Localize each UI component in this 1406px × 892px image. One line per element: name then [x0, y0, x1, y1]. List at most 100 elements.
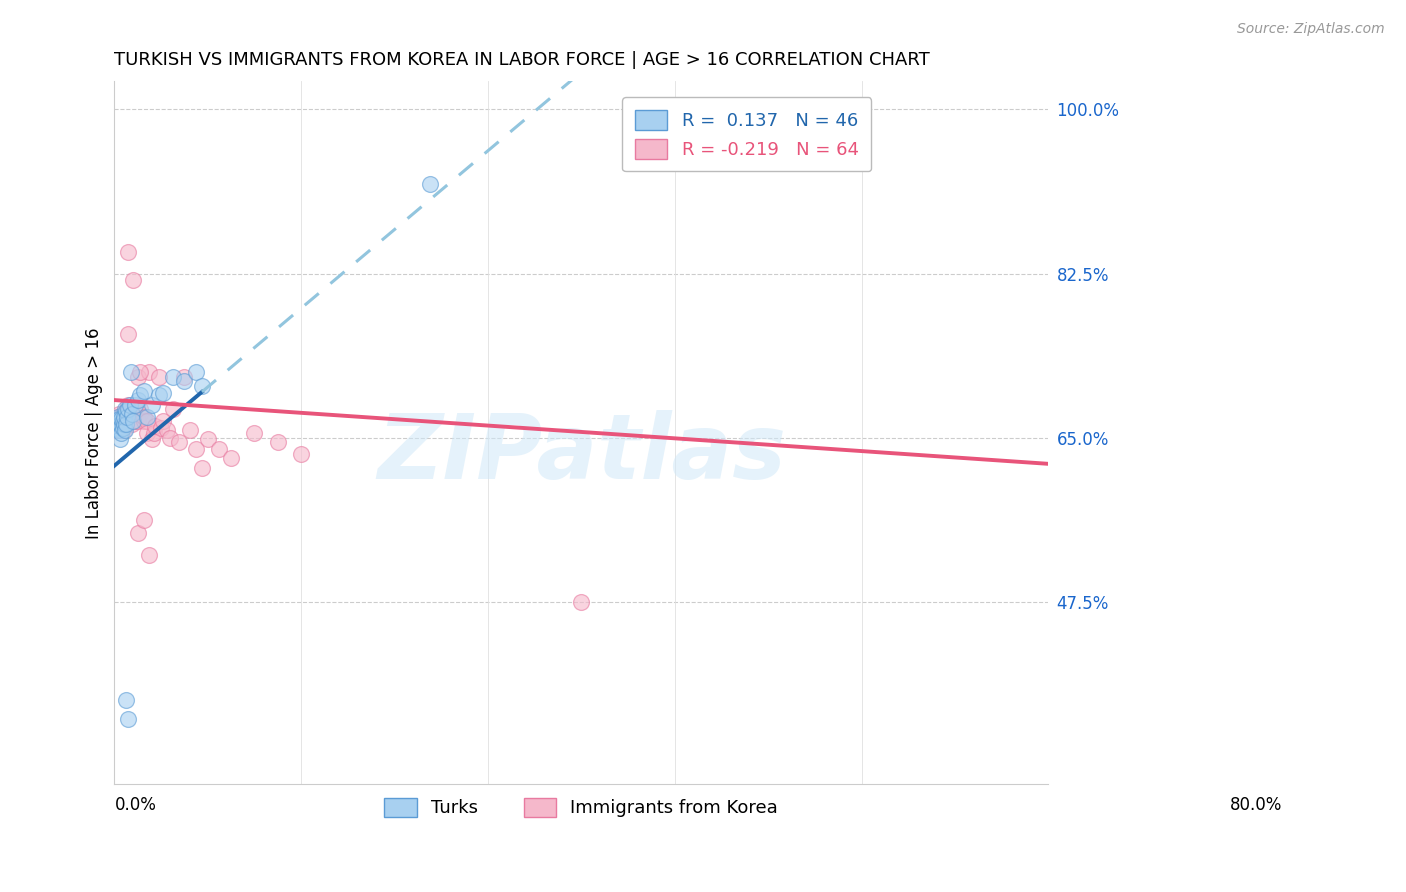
Point — [132, 409, 155, 424]
Point — [108, 418, 131, 433]
Point — [117, 244, 139, 259]
Point — [108, 412, 131, 426]
Point — [117, 398, 139, 412]
Point — [243, 425, 266, 440]
Text: Source: ZipAtlas.com: Source: ZipAtlas.com — [1237, 22, 1385, 37]
Point — [127, 526, 149, 541]
Point — [110, 423, 132, 437]
Point — [117, 402, 139, 417]
Point — [208, 442, 231, 456]
Point — [111, 421, 134, 435]
Point — [120, 409, 142, 424]
Point — [117, 412, 139, 426]
Point — [162, 402, 184, 417]
Point — [114, 402, 136, 417]
Point — [114, 423, 136, 437]
Point — [419, 178, 441, 192]
Point — [108, 407, 131, 421]
Point — [129, 407, 152, 421]
Point — [122, 273, 145, 287]
Point — [105, 414, 128, 428]
Text: 0.0%: 0.0% — [114, 796, 156, 814]
Point — [104, 423, 127, 437]
Point — [162, 369, 184, 384]
Point — [179, 423, 201, 437]
Point — [115, 693, 138, 707]
Point — [117, 327, 139, 342]
Point — [110, 433, 132, 447]
Point — [118, 398, 141, 412]
Point — [115, 404, 138, 418]
Point — [110, 419, 132, 434]
Point — [122, 414, 145, 428]
Point — [115, 417, 138, 431]
Point — [197, 433, 219, 447]
Point — [159, 431, 181, 445]
Point — [107, 414, 129, 428]
Point — [141, 433, 163, 447]
Point — [138, 548, 160, 562]
Point — [184, 442, 207, 456]
Point — [124, 402, 146, 417]
Point — [105, 417, 128, 431]
Point — [191, 460, 214, 475]
Point — [112, 414, 135, 428]
Point — [132, 414, 155, 428]
Point — [167, 435, 190, 450]
Point — [105, 409, 128, 424]
Point — [290, 447, 312, 461]
Point — [117, 409, 139, 424]
Point — [110, 414, 132, 428]
Point — [105, 419, 128, 434]
Point — [122, 407, 145, 421]
Point — [107, 423, 129, 437]
Point — [173, 374, 195, 388]
Point — [141, 398, 163, 412]
Point — [117, 712, 139, 726]
Point — [104, 417, 127, 431]
Point — [114, 419, 136, 434]
Text: ZIPatlas: ZIPatlas — [377, 410, 786, 498]
Point — [121, 407, 143, 421]
Y-axis label: In Labor Force | Age > 16: In Labor Force | Age > 16 — [86, 327, 103, 539]
Point — [150, 421, 173, 435]
Point — [132, 513, 155, 527]
Point — [191, 379, 214, 393]
Point — [136, 414, 159, 428]
Point — [118, 414, 141, 428]
Point — [110, 409, 132, 424]
Point — [104, 412, 127, 426]
Point — [136, 409, 159, 424]
Point — [127, 393, 149, 408]
Point — [111, 414, 134, 428]
Point — [121, 417, 143, 431]
Point — [115, 404, 138, 418]
Point — [120, 365, 142, 379]
Point — [138, 365, 160, 379]
Point — [108, 419, 131, 434]
Point — [110, 421, 132, 435]
Point — [156, 423, 179, 437]
Point — [184, 365, 207, 379]
Point — [148, 369, 170, 384]
Point — [121, 402, 143, 417]
Point — [143, 419, 166, 434]
Point — [129, 365, 152, 379]
Point — [152, 414, 174, 428]
Point — [108, 421, 131, 435]
Point — [136, 425, 159, 440]
Point — [127, 369, 149, 384]
Point — [129, 388, 152, 402]
Point — [107, 421, 129, 435]
Point — [110, 423, 132, 437]
Point — [124, 398, 146, 412]
Point — [219, 451, 242, 466]
Point — [112, 423, 135, 437]
Text: TURKISH VS IMMIGRANTS FROM KOREA IN LABOR FORCE | AGE > 16 CORRELATION CHART: TURKISH VS IMMIGRANTS FROM KOREA IN LABO… — [114, 51, 931, 69]
Point — [143, 425, 166, 440]
Point — [105, 412, 128, 426]
Legend: Turks, Immigrants from Korea: Turks, Immigrants from Korea — [377, 790, 786, 824]
Point — [129, 402, 152, 417]
Point — [152, 385, 174, 400]
Point — [107, 417, 129, 431]
